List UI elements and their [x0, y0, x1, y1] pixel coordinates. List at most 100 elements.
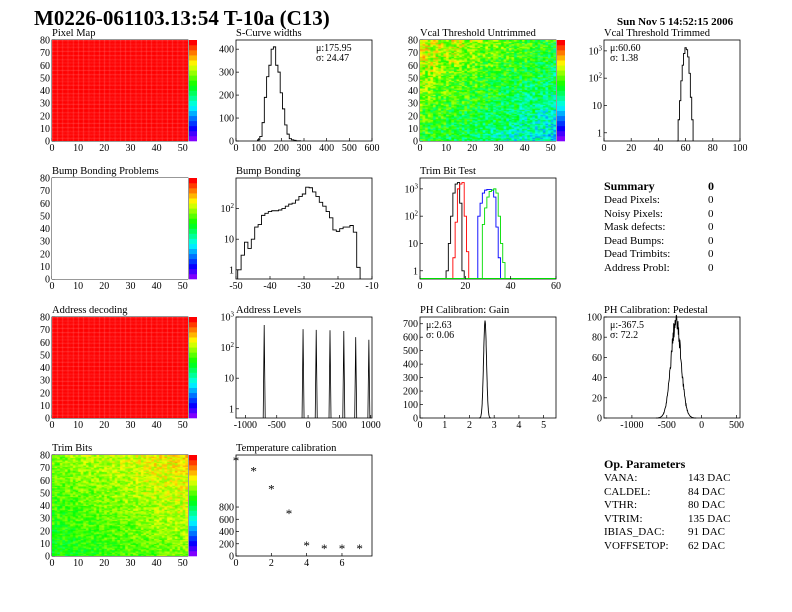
palette-swatch — [189, 550, 197, 557]
palette-swatch — [557, 105, 565, 111]
palette-swatch — [189, 407, 197, 414]
pixel-map-cells — [52, 40, 188, 141]
y-tick-label: 102 — [221, 341, 235, 354]
x-tick-label: 4 — [516, 420, 521, 431]
address-level-peak — [314, 329, 318, 419]
x-tick-label: 40 — [152, 281, 162, 292]
y-tick-label: 0 — [45, 275, 50, 286]
stats-label: σ: 0.06 — [426, 330, 454, 341]
x-tick-label: -50 — [229, 281, 242, 292]
x-tick-label: 30 — [493, 143, 503, 154]
palette-swatch — [189, 248, 197, 255]
palette-swatch — [189, 273, 197, 280]
param-value: 91 DAC — [688, 526, 725, 539]
x-tick-label: 50 — [178, 420, 188, 431]
palette-swatch — [189, 515, 197, 521]
y-tick-label: 40 — [40, 86, 50, 97]
x-tick-label: 20 — [626, 143, 636, 154]
x-tick-label: -500 — [658, 420, 676, 431]
summary-value: 0 — [708, 261, 714, 274]
x-tick-label: 2 — [467, 420, 472, 431]
palette-swatch — [189, 115, 197, 122]
palette-swatch — [189, 510, 197, 516]
y-tick-label: 70 — [40, 463, 50, 474]
palette-swatch — [557, 50, 565, 56]
palette-swatch — [189, 253, 197, 260]
palette-swatch — [557, 110, 565, 117]
palette-swatch — [189, 485, 197, 491]
histogram-series — [237, 186, 361, 279]
x-tick-label: -20 — [331, 281, 344, 292]
x-tick-label: 1 — [442, 420, 447, 431]
palette-swatch — [189, 203, 197, 209]
histogram-series — [452, 182, 470, 279]
x-tick-label: -1000 — [620, 420, 643, 431]
chart-title: Trim Bit Test — [420, 166, 476, 177]
palette-swatch — [189, 455, 197, 461]
param-row: VTRIM: 135 DAC — [604, 513, 739, 527]
chart-title: PH Calibration: Pedestal — [604, 305, 708, 316]
param-label: VTRIM: — [604, 512, 643, 525]
y-tick-label: 60 — [408, 61, 418, 72]
y-tick-label: 0 — [229, 552, 234, 563]
palette-swatch — [189, 130, 197, 137]
x-tick-label: 100 — [733, 143, 748, 154]
y-tick-label: 60 — [40, 338, 50, 349]
x-tick-label: 2 — [269, 558, 274, 569]
palette-swatch — [189, 460, 197, 466]
palette-swatch — [557, 100, 565, 106]
x-tick-label: 0 — [699, 420, 704, 431]
y-tick-label: 0 — [229, 137, 234, 148]
palette-swatch — [557, 65, 565, 71]
y-tick-label: 102 — [405, 210, 419, 223]
palette-swatch — [189, 470, 197, 476]
y-tick-label: 30 — [40, 237, 50, 248]
x-tick-label: 6 — [339, 558, 344, 569]
x-tick-label: 50 — [178, 143, 188, 154]
histogram-series — [481, 188, 506, 279]
y-tick-label: 60 — [40, 199, 50, 210]
y-tick-label: 1 — [229, 404, 234, 415]
data-point: * — [339, 541, 346, 556]
palette-swatch — [189, 80, 197, 86]
palette-swatch — [557, 120, 565, 127]
palette-swatch — [189, 342, 197, 348]
summary-row: Noisy Pixels: 0 — [604, 208, 724, 222]
address-level-peak — [354, 337, 358, 419]
x-tick-label: -30 — [297, 281, 310, 292]
y-tick-label: 0 — [45, 552, 50, 563]
param-row: VANA: 143 DAC — [604, 472, 739, 486]
y-tick-label: 1 — [597, 128, 602, 139]
summary-label: Noisy Pixels: — [604, 207, 663, 220]
y-tick-label: 50 — [40, 73, 50, 84]
tick-exponent: 2 — [599, 72, 603, 80]
gaussian-curve — [478, 319, 492, 419]
param-row: VTHR: 80 DAC — [604, 499, 739, 513]
address-level-peak — [342, 330, 346, 419]
y-tick-label: 80 — [40, 36, 50, 47]
y-tick-label: 50 — [40, 488, 50, 499]
y-tick-label: 40 — [592, 373, 602, 384]
y-tick-label: 70 — [408, 48, 418, 59]
palette-swatch — [189, 372, 197, 378]
palette-swatch — [557, 70, 565, 76]
palette-swatch — [557, 130, 565, 137]
palette-swatch — [189, 223, 197, 229]
palette-swatch — [189, 397, 197, 404]
y-tick-label: 20 — [592, 393, 602, 404]
palette-swatch — [189, 347, 197, 353]
data-point: * — [356, 541, 363, 556]
histogram-series — [676, 47, 694, 142]
palette-swatch — [189, 135, 197, 142]
chart-title: S-Curve widths — [236, 28, 302, 39]
y-tick-label: 400 — [403, 360, 418, 371]
chart-title: Trim Bits — [52, 443, 92, 454]
palette-swatch — [189, 545, 197, 552]
palette-swatch — [557, 55, 565, 61]
summary-row: Dead Bumps: 0 — [604, 235, 724, 249]
palette-swatch — [189, 60, 197, 66]
x-tick-label: 0 — [602, 143, 607, 154]
palette-swatch — [189, 490, 197, 496]
palette-swatch — [189, 45, 197, 51]
